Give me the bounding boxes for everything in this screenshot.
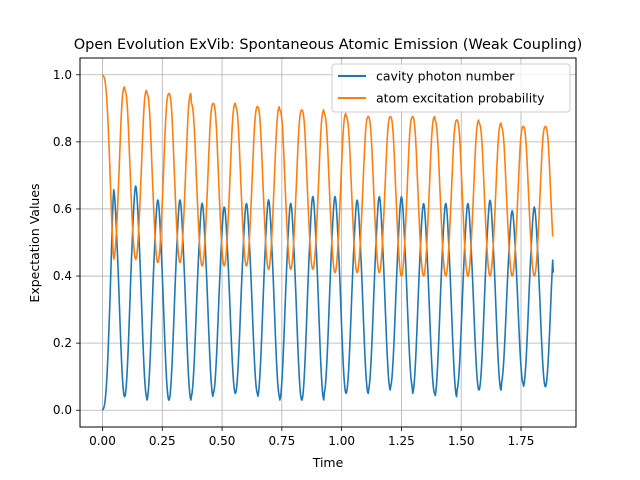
series-layer: [101, 74, 555, 411]
y-tick-label: 1.0: [53, 68, 72, 82]
y-tick-label: 0.0: [53, 403, 72, 417]
plot-frame: [79, 57, 577, 428]
x-tick-label: 0.25: [149, 434, 176, 448]
legend-box: [331, 63, 571, 113]
x-tick-label: 1.25: [388, 434, 415, 448]
x-axis: 0.00 0.25 0.50 0.75 1.00 1.25 1.50 1.75: [89, 427, 534, 448]
legend: cavity photon number atom excitation pro…: [331, 63, 571, 113]
y-tick-label: 0.4: [53, 269, 72, 283]
legend-label-atom-excitation-probability: atom excitation probability: [376, 91, 545, 106]
y-tick-label: 0.6: [53, 202, 72, 216]
x-tick-label: 1.50: [448, 434, 475, 448]
y-tick-label: 0.8: [53, 135, 72, 149]
series-line-cavity-photon-number: [101, 185, 555, 411]
x-tick-label: 0.50: [209, 434, 236, 448]
series-line-atom-excitation-probability: [101, 74, 554, 277]
x-tick-label: 0.00: [89, 434, 116, 448]
y-axis-label: Expectation Values: [27, 183, 42, 302]
y-tick-label: 0.2: [53, 336, 72, 350]
x-axis-label: Time: [312, 455, 344, 470]
legend-label-cavity-photon-number: cavity photon number: [376, 69, 515, 84]
x-tick-label: 1.75: [508, 434, 535, 448]
x-tick-label: 1.00: [328, 434, 355, 448]
chart-title: Open Evolution ExVib: Spontaneous Atomic…: [74, 37, 583, 53]
y-axis: 0.0 0.2 0.4 0.6 0.8 1.0: [53, 68, 80, 417]
x-tick-label: 0.75: [268, 434, 295, 448]
